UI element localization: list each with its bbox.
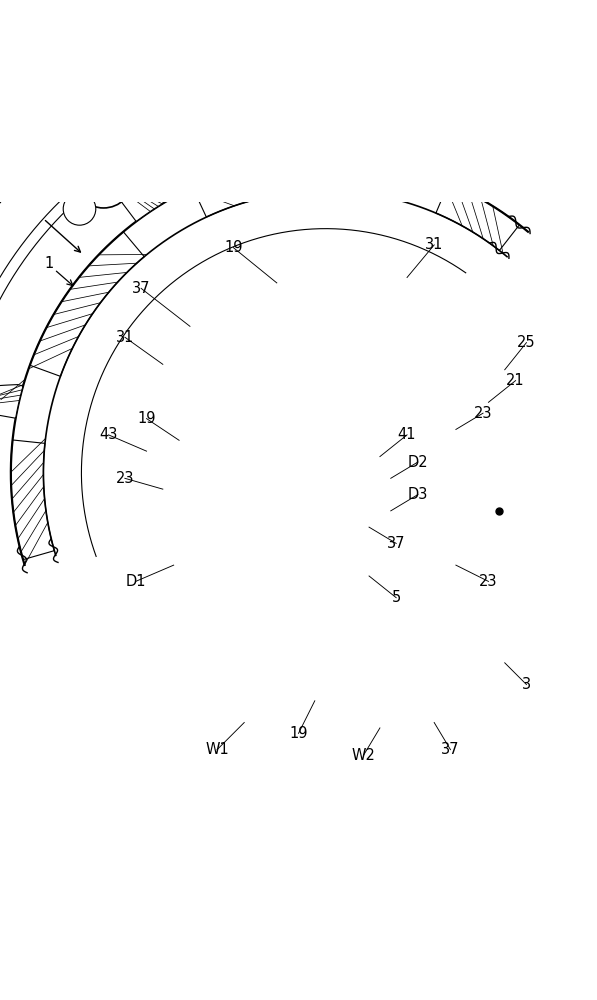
Text: 19: 19 bbox=[290, 726, 307, 741]
Text: 37: 37 bbox=[387, 536, 405, 551]
Circle shape bbox=[73, 148, 133, 208]
Text: 1: 1 bbox=[44, 256, 54, 271]
Text: W1: W1 bbox=[205, 742, 229, 757]
Polygon shape bbox=[11, 440, 54, 560]
Text: 31: 31 bbox=[116, 330, 134, 345]
Text: D3: D3 bbox=[408, 487, 428, 502]
Text: 23: 23 bbox=[474, 406, 493, 421]
Polygon shape bbox=[0, 124, 37, 328]
Text: 25: 25 bbox=[517, 335, 536, 350]
Text: 23: 23 bbox=[479, 574, 498, 589]
Polygon shape bbox=[193, 158, 380, 217]
Polygon shape bbox=[101, 0, 408, 99]
Circle shape bbox=[63, 193, 96, 225]
Polygon shape bbox=[484, 30, 586, 118]
Polygon shape bbox=[71, 135, 164, 221]
Text: 19: 19 bbox=[137, 411, 156, 426]
Text: 19: 19 bbox=[224, 240, 242, 255]
Polygon shape bbox=[423, 70, 457, 183]
Text: 43: 43 bbox=[99, 427, 118, 442]
Text: 3: 3 bbox=[522, 677, 531, 692]
Polygon shape bbox=[436, 183, 519, 250]
Text: D2: D2 bbox=[408, 455, 428, 470]
Text: 21: 21 bbox=[506, 373, 525, 388]
Circle shape bbox=[410, 92, 469, 152]
Text: 23: 23 bbox=[116, 471, 134, 486]
Text: 37: 37 bbox=[132, 281, 150, 296]
Text: 5: 5 bbox=[392, 590, 401, 605]
Polygon shape bbox=[0, 385, 23, 418]
Text: D1: D1 bbox=[125, 574, 146, 589]
Text: 31: 31 bbox=[425, 237, 444, 252]
Text: 41: 41 bbox=[398, 427, 416, 442]
Circle shape bbox=[378, 102, 411, 135]
Text: W2: W2 bbox=[352, 748, 376, 763]
Text: 37: 37 bbox=[441, 742, 460, 757]
Polygon shape bbox=[30, 232, 144, 376]
